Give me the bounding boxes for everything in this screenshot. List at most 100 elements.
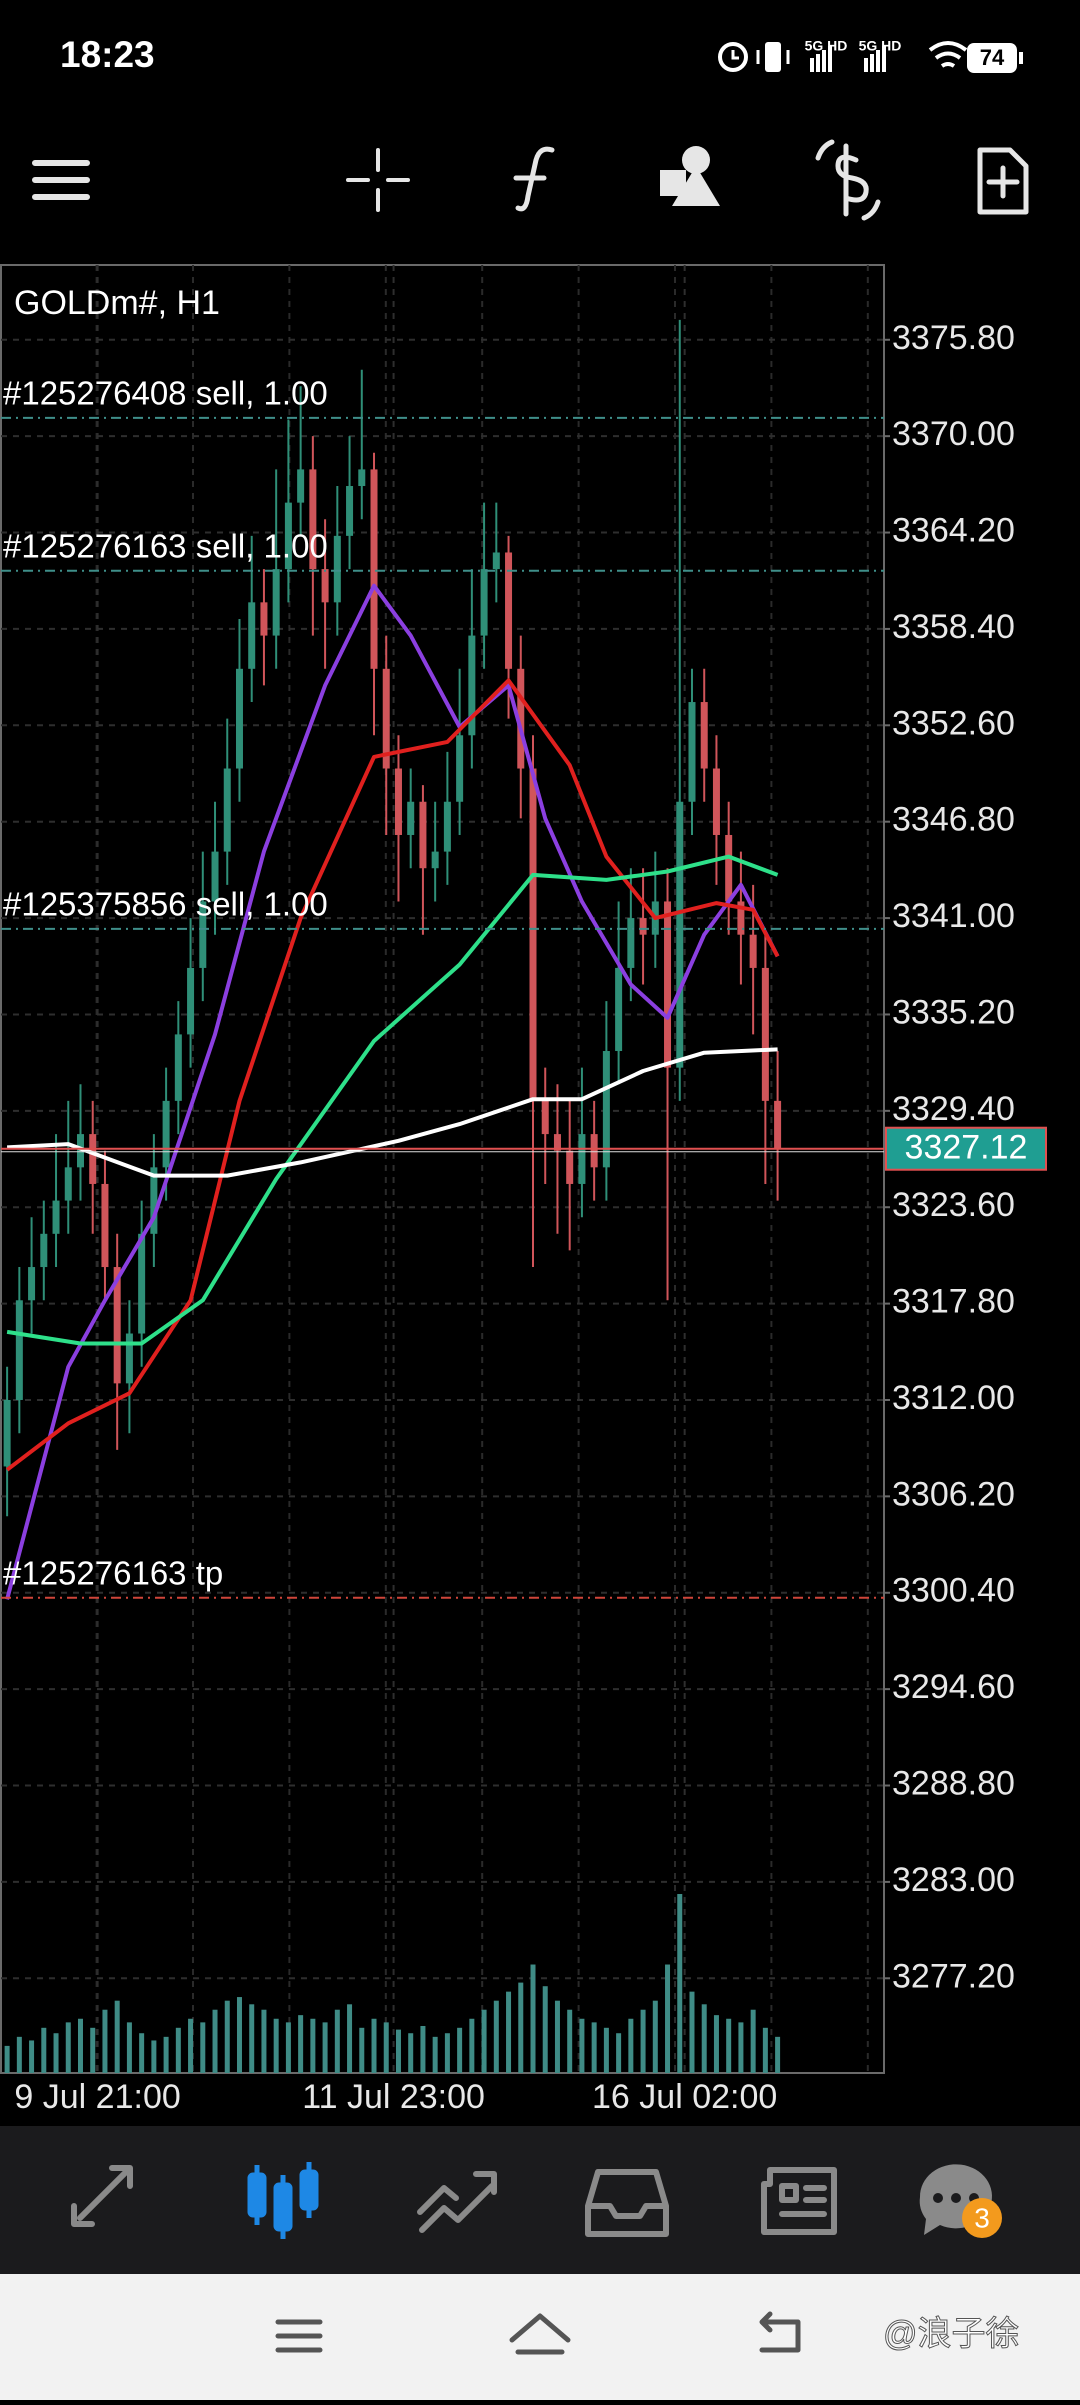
system-menu[interactable] (275, 2319, 323, 2353)
candle-body (712, 768, 720, 835)
candle-body (639, 918, 647, 935)
volume-bar (420, 2025, 426, 2073)
chart-tab[interactable] (247, 2162, 319, 2239)
system-nav (0, 2274, 1080, 2400)
system-home[interactable] (509, 2313, 571, 2355)
volume-bar (530, 1964, 536, 2073)
candle-body (321, 569, 329, 603)
y-tick-label: 3358.40 (892, 608, 1015, 646)
objects-button[interactable] (660, 146, 720, 206)
candle-body (284, 502, 292, 570)
candle-body (309, 469, 317, 570)
volume-bar (518, 1982, 524, 2073)
candle-body (125, 1333, 133, 1384)
candle-body (761, 967, 769, 1101)
volume-bar (542, 1986, 548, 2073)
history-tab[interactable] (585, 2169, 669, 2237)
volume-bar (493, 2000, 499, 2073)
network-label: 5G HD (805, 38, 848, 54)
y-tick-label: 3341.00 (892, 897, 1015, 935)
y-tick-label: 3300.40 (892, 1572, 1015, 1610)
candle-body (590, 1134, 598, 1168)
volume-bar (579, 2018, 585, 2073)
volume-bar (554, 2000, 560, 2073)
candle-body (774, 1100, 782, 1149)
y-tick-label: 3277.20 (892, 1957, 1015, 1995)
volume-bar (567, 2009, 573, 2073)
moving-average (6, 1047, 778, 1178)
candle-body (529, 768, 537, 1101)
candle-body (101, 1183, 109, 1268)
y-tick-label: 3317.80 (892, 1283, 1015, 1321)
candle-body (627, 918, 635, 968)
volume-bar (126, 2022, 132, 2073)
candle-body (382, 668, 390, 769)
volume-bar (383, 2022, 389, 2073)
crosshair-button[interactable] (346, 148, 410, 212)
candle-body (199, 901, 207, 968)
candle-body (492, 552, 500, 570)
x-tick-label: 9 Jul 21:00 (14, 2078, 180, 2116)
y-tick-label: 3312.00 (892, 1379, 1015, 1417)
volume-bar (273, 2018, 279, 2073)
y-tick-label: 3364.20 (892, 512, 1015, 550)
menu-button[interactable] (32, 160, 90, 200)
volume-bar (139, 2033, 145, 2073)
candle-body (89, 1134, 97, 1184)
volume-bar (713, 2015, 719, 2073)
candle-body (76, 1134, 84, 1168)
candle-body (150, 1167, 158, 1234)
candle-body (725, 834, 733, 902)
volume-bar (432, 2036, 438, 2073)
moving-average (6, 854, 779, 1346)
trade-button[interactable] (815, 139, 881, 221)
candle-body (553, 1134, 561, 1151)
candle-body (272, 569, 280, 636)
volume-bar (322, 2022, 328, 2073)
candle-body (346, 486, 354, 536)
candle-body (174, 1034, 182, 1101)
volume-bar (652, 2000, 658, 2073)
volume-bar (29, 2040, 35, 2073)
chart-title: GOLDm#, H1 (14, 284, 220, 322)
x-tick-label: 16 Jul 02:00 (592, 2078, 777, 2116)
volume-bar (616, 2033, 622, 2073)
candle-body (578, 1134, 586, 1184)
candle-body (737, 901, 745, 935)
quotes-tab[interactable] (71, 2165, 133, 2227)
moving-average (5, 583, 780, 1600)
volume-bar (359, 2027, 365, 2073)
volume-bar (77, 2018, 83, 2073)
volume-bar (408, 2033, 414, 2073)
candle-body (602, 1051, 610, 1168)
candle-body (333, 535, 341, 603)
candle-body (28, 1267, 36, 1301)
volume-bar (4, 2045, 10, 2073)
candle-body (223, 768, 231, 852)
order-label: #125276163 tp (3, 1554, 223, 1591)
indicators-button[interactable] (513, 146, 555, 212)
watermark: @浪子徐 (883, 2315, 1020, 2353)
candle-body (370, 469, 378, 669)
candle-body (749, 934, 757, 968)
new-order-button[interactable] (977, 147, 1029, 215)
trade-tab[interactable] (417, 2171, 497, 2233)
volume-bar (628, 2018, 634, 2073)
candle-body (113, 1267, 121, 1384)
volume-bar (481, 2009, 487, 2073)
system-back[interactable] (759, 2311, 801, 2353)
candle-body (211, 851, 219, 902)
volume-bar (677, 1894, 683, 2073)
y-tick-label: 3323.60 (892, 1186, 1015, 1224)
candle-body (15, 1300, 23, 1400)
candle-body (394, 768, 402, 835)
news-tab[interactable] (761, 2167, 837, 2235)
battery-level: 74 (980, 45, 1005, 70)
candle-body (664, 901, 672, 1068)
volume-bar (701, 2004, 707, 2073)
volume-bar (41, 2027, 47, 2073)
volume-bar (640, 2009, 646, 2073)
candle-body (235, 668, 243, 769)
